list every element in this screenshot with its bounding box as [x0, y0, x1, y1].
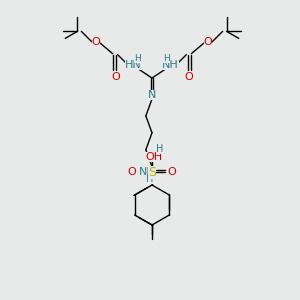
- Text: H: H: [134, 54, 141, 63]
- Text: OH: OH: [146, 152, 163, 162]
- Text: HN: HN: [125, 60, 142, 70]
- Text: O: O: [184, 72, 193, 82]
- Text: N: N: [148, 90, 156, 100]
- Text: O: O: [111, 72, 120, 82]
- Text: H: H: [163, 54, 170, 63]
- Text: O: O: [204, 37, 212, 47]
- Text: H: H: [156, 144, 164, 154]
- Text: O: O: [168, 167, 176, 177]
- Text: H: H: [146, 174, 154, 184]
- Text: NH: NH: [139, 167, 155, 177]
- Text: O: O: [92, 37, 100, 47]
- Text: NH: NH: [162, 60, 179, 70]
- Text: O: O: [128, 167, 136, 177]
- Text: S: S: [148, 166, 156, 178]
